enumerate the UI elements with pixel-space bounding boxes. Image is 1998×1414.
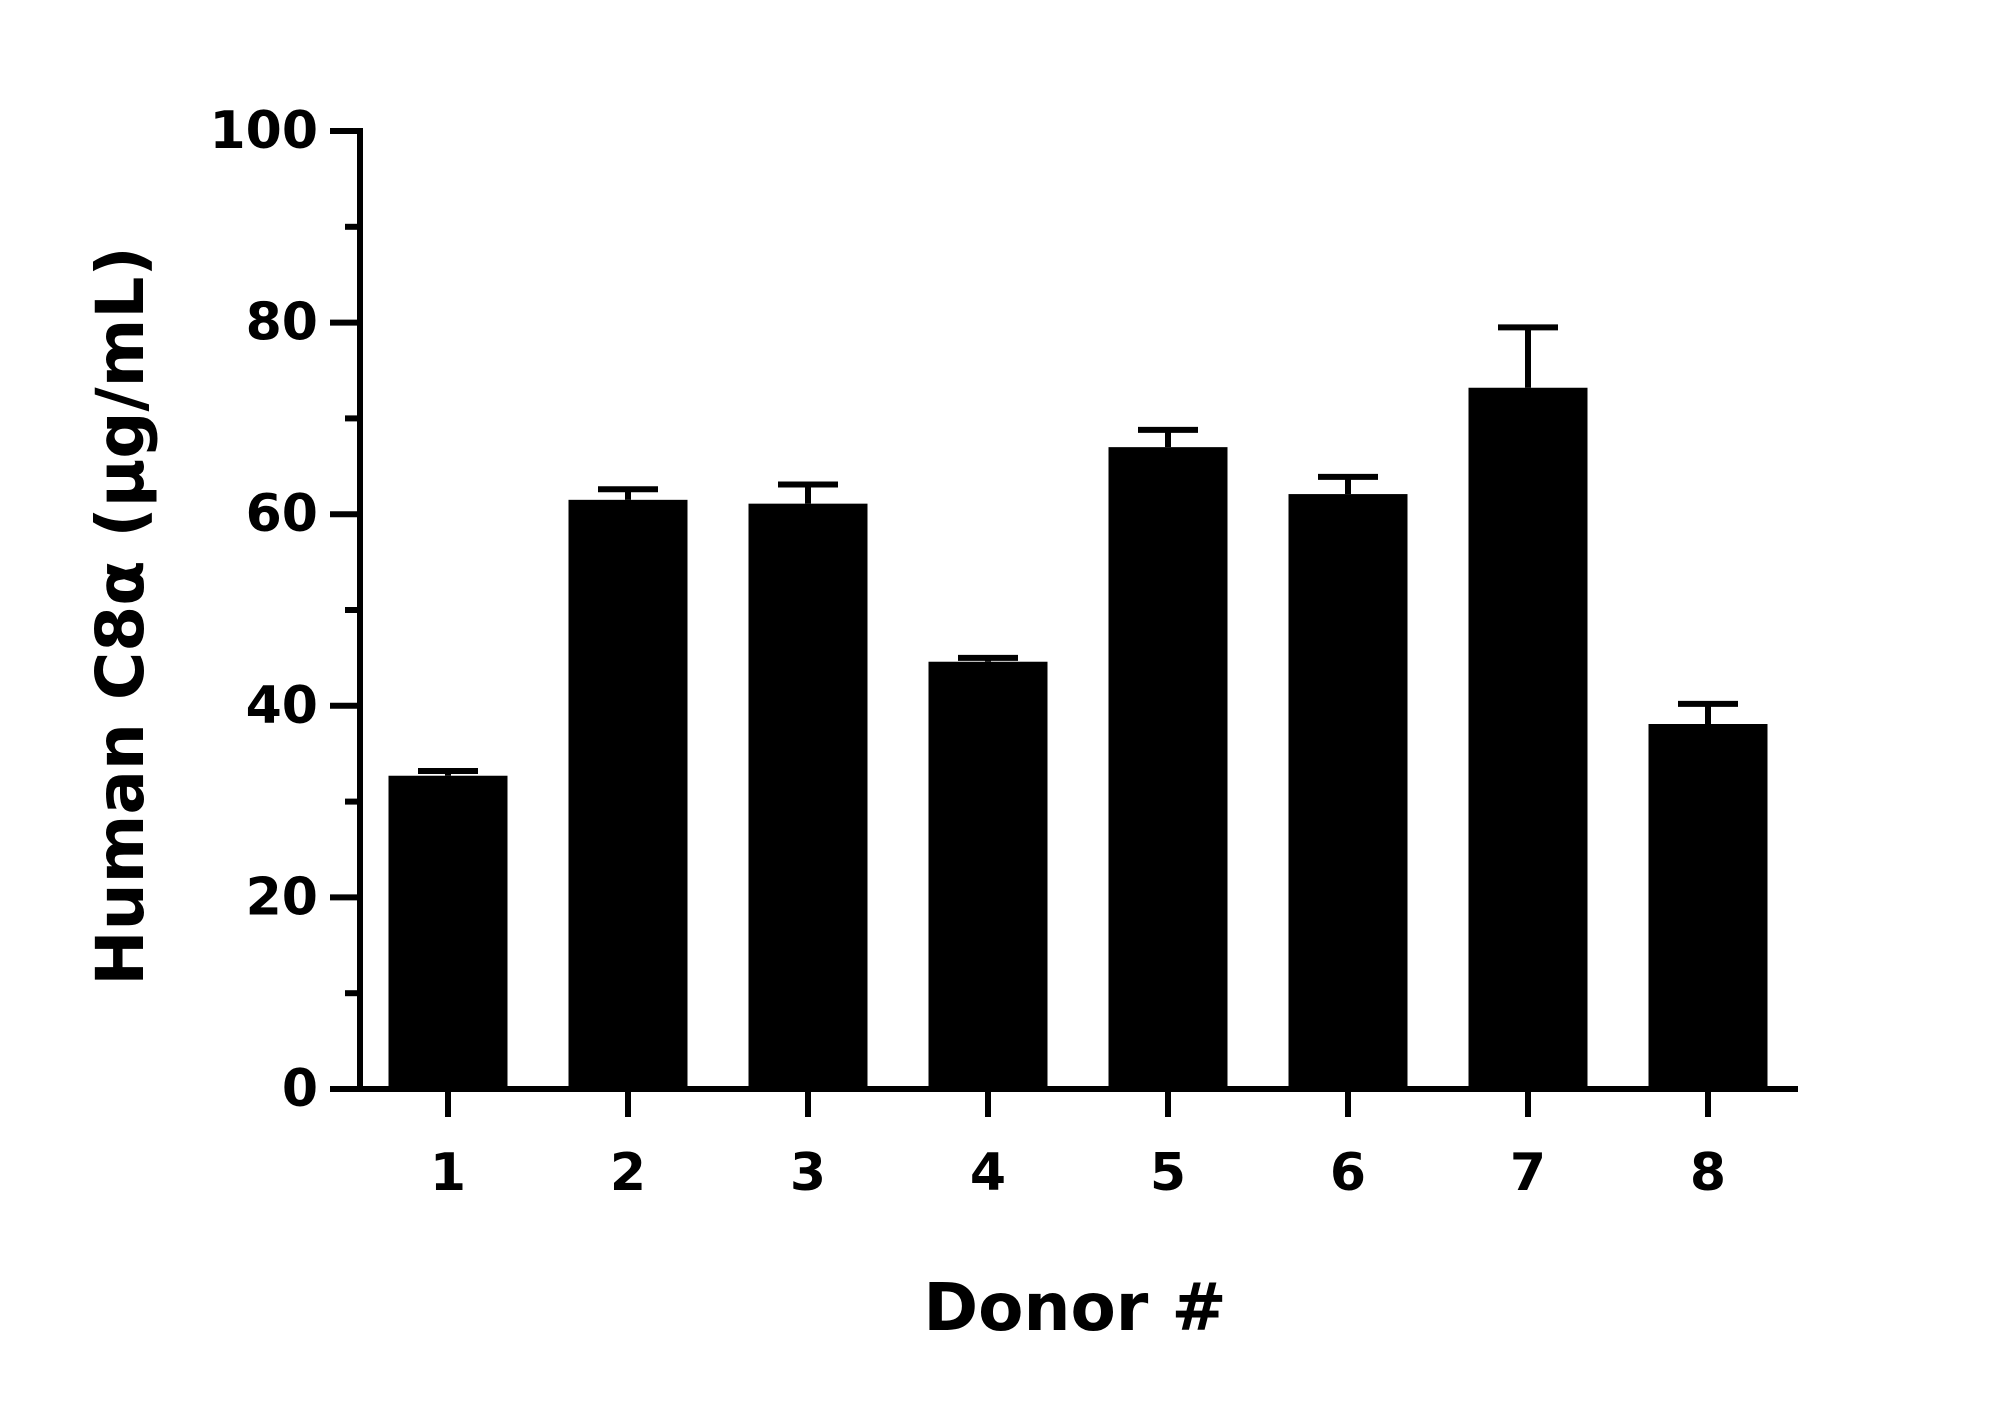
bar: [1468, 387, 1588, 1089]
y-tick-label: 60: [246, 484, 318, 544]
x-tick-label: 8: [1690, 1143, 1726, 1203]
bar: [1108, 447, 1228, 1089]
y-tick-label: 100: [209, 101, 318, 161]
bar: [568, 499, 688, 1090]
x-tick-label: 7: [1510, 1143, 1546, 1203]
bar: [1288, 494, 1408, 1089]
bar: [388, 775, 508, 1089]
x-tick-label: 3: [790, 1143, 826, 1203]
x-axis-title: Donor #: [923, 1269, 1226, 1346]
bar: [748, 503, 868, 1089]
x-tick-label: 6: [1330, 1143, 1366, 1203]
y-tick-label: 80: [246, 293, 318, 353]
x-tick-label: 4: [970, 1143, 1006, 1203]
y-tick-label: 40: [246, 676, 318, 736]
x-tick-label: 2: [610, 1143, 646, 1203]
bar: [1648, 724, 1768, 1089]
y-axis-title: Human C8α (μg/mL): [82, 246, 159, 985]
bar: [928, 661, 1048, 1089]
y-tick-label: 20: [246, 867, 318, 927]
y-tick-label: 0: [282, 1059, 318, 1119]
x-tick-label: 1: [430, 1143, 466, 1203]
x-tick-label: 5: [1150, 1143, 1186, 1203]
